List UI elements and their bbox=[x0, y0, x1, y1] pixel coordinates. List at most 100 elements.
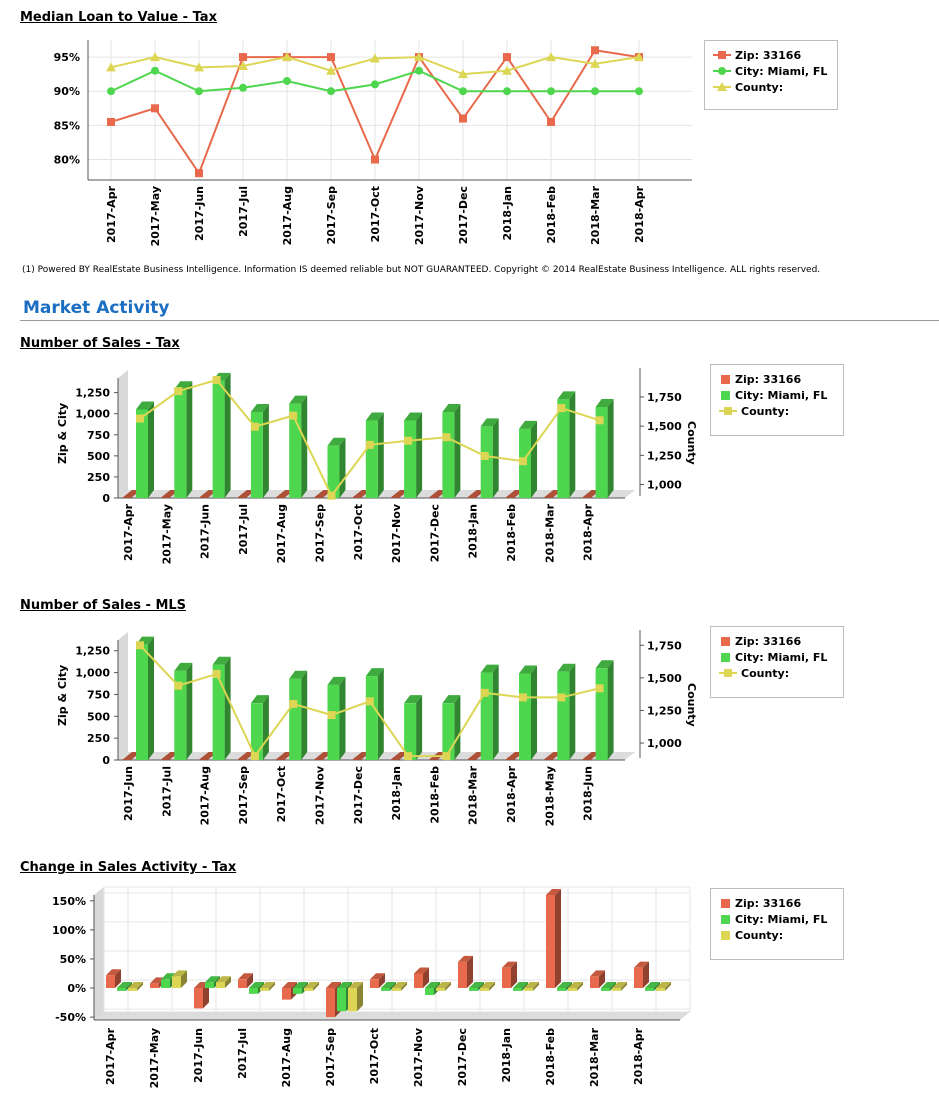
section-heading: Market Activity bbox=[23, 298, 170, 318]
bar-zip-top bbox=[370, 973, 385, 980]
bar-city-side bbox=[377, 412, 384, 498]
sales-mls-chart: 1,250 1,000 750 500 250 0 1,750 1,500 1,250 1,000… bbox=[56, 630, 698, 826]
bar-city-side bbox=[566, 982, 572, 991]
bar-zip bbox=[238, 979, 247, 989]
bar-city-side bbox=[654, 982, 660, 991]
x-tick-label: 2018-Feb bbox=[545, 186, 558, 244]
point-county bbox=[238, 60, 248, 70]
x-tick-label: 2017-Sep bbox=[237, 766, 250, 825]
legend-swatch-city bbox=[721, 652, 730, 662]
y-left-axis-title: Zip & City bbox=[56, 665, 69, 726]
footnote: (1) Powered BY RealEstate Business Intel… bbox=[22, 265, 821, 275]
bar-county-top bbox=[568, 982, 583, 989]
bar-city bbox=[337, 988, 346, 1012]
point-county bbox=[365, 440, 374, 449]
y-left-tick-label: 1,000 bbox=[75, 667, 110, 680]
bar-county-side bbox=[445, 982, 451, 991]
y-left-tick-label: 250 bbox=[87, 732, 110, 745]
x-tick-label: 2017-Apr bbox=[122, 503, 135, 561]
x-tick-label: 2017-Jul bbox=[160, 766, 173, 817]
point-city bbox=[151, 66, 159, 75]
bar-zip-side bbox=[423, 967, 429, 989]
x-tick-label: 2018-Jan bbox=[501, 186, 514, 241]
bar-city-top bbox=[293, 982, 308, 989]
point-city bbox=[239, 83, 247, 92]
point-zip bbox=[107, 117, 115, 126]
bar-city-side bbox=[148, 401, 154, 498]
bar-city bbox=[365, 420, 378, 498]
bar-city bbox=[174, 670, 187, 760]
bar-city-side bbox=[416, 412, 423, 498]
bar-county-side bbox=[137, 982, 143, 991]
bar-county-side bbox=[577, 982, 583, 991]
bar-zip bbox=[634, 967, 643, 989]
y-left-tick-label: 500 bbox=[87, 710, 110, 723]
x-tick-label: 2018-Apr bbox=[505, 765, 518, 823]
point-city bbox=[459, 87, 467, 96]
x-tick-label: 2017-May bbox=[160, 504, 173, 564]
bar-zip-top bbox=[238, 973, 253, 980]
point-county bbox=[595, 416, 604, 425]
bar-city-top bbox=[212, 656, 231, 665]
bar-zip-side bbox=[467, 955, 473, 989]
chart2-legend: Zip: 33166 City: Miami, FL County: bbox=[710, 364, 844, 436]
bar-zip bbox=[150, 983, 159, 989]
bar-city bbox=[249, 988, 258, 994]
x-tick-label: 2017-Nov bbox=[413, 185, 426, 245]
bar-zip bbox=[282, 988, 291, 1000]
bar-city bbox=[442, 703, 455, 760]
point-county bbox=[480, 451, 489, 460]
x-tick-label: 2018-Apr bbox=[632, 1027, 645, 1085]
y-right-tick-label: 1,500 bbox=[647, 672, 682, 685]
point-city bbox=[195, 87, 203, 96]
point-county bbox=[250, 752, 259, 761]
bar-city-top bbox=[250, 695, 269, 704]
y-right-tick-label: 1,000 bbox=[647, 479, 682, 492]
chart3-title: Number of Sales - MLS bbox=[20, 598, 187, 613]
bar-county-top bbox=[260, 982, 275, 989]
bar-city-top bbox=[289, 670, 308, 679]
y-right-tick-label: 1,750 bbox=[647, 639, 682, 652]
bar-city-side bbox=[148, 636, 154, 760]
y-right-tick-label: 1,250 bbox=[647, 449, 682, 462]
bar-city-top bbox=[442, 695, 461, 704]
bar-city-top bbox=[289, 395, 308, 404]
bar-zip-top bbox=[106, 969, 121, 976]
bar-zip-side bbox=[555, 889, 561, 989]
point-county bbox=[557, 404, 566, 413]
sales-tax-chart: 1,250 1,000 750 500 250 0 1,750 1,500 1,250 1,000… bbox=[56, 368, 698, 564]
bar-county bbox=[524, 988, 533, 991]
legend-item-city: City: Miami, FL bbox=[711, 649, 843, 665]
point-county bbox=[365, 697, 374, 706]
bar-city-top bbox=[250, 404, 269, 413]
bar-city-top bbox=[469, 982, 484, 989]
legend-label-zip: Zip: 33166 bbox=[735, 896, 802, 910]
bar-city-side bbox=[478, 982, 484, 991]
bar-city-side bbox=[390, 982, 396, 991]
bar-county-side bbox=[357, 982, 363, 1012]
legend-label-county: County: bbox=[741, 666, 790, 680]
bar-city-side bbox=[224, 656, 231, 760]
point-county bbox=[414, 52, 424, 62]
x-tick-label: 2017-Oct bbox=[368, 1028, 381, 1084]
point-county bbox=[557, 693, 566, 702]
bar-city bbox=[469, 988, 478, 991]
bar-county-top bbox=[480, 982, 495, 989]
point-city bbox=[327, 87, 335, 96]
x-tick-label: 2017-Sep bbox=[325, 186, 338, 245]
bar-city bbox=[480, 426, 493, 498]
bar-city bbox=[327, 684, 340, 760]
bar-city-top bbox=[595, 660, 614, 669]
point-county bbox=[480, 688, 489, 697]
bar-city bbox=[174, 389, 187, 498]
bar-county-side bbox=[181, 970, 187, 989]
bar-city-top bbox=[327, 437, 346, 446]
side-wall bbox=[118, 632, 128, 760]
bar-city-side bbox=[339, 437, 346, 498]
legend-label-city: City: Miami, FL bbox=[735, 64, 828, 78]
x-tick-label: 2018-Mar bbox=[588, 1027, 601, 1087]
legend-item-zip: Zip: 33166 bbox=[705, 47, 837, 63]
bar-zip bbox=[106, 975, 115, 989]
x-tick-label: 2017-May bbox=[148, 1028, 161, 1088]
x-tick-label: 2017-Nov bbox=[412, 1027, 425, 1087]
